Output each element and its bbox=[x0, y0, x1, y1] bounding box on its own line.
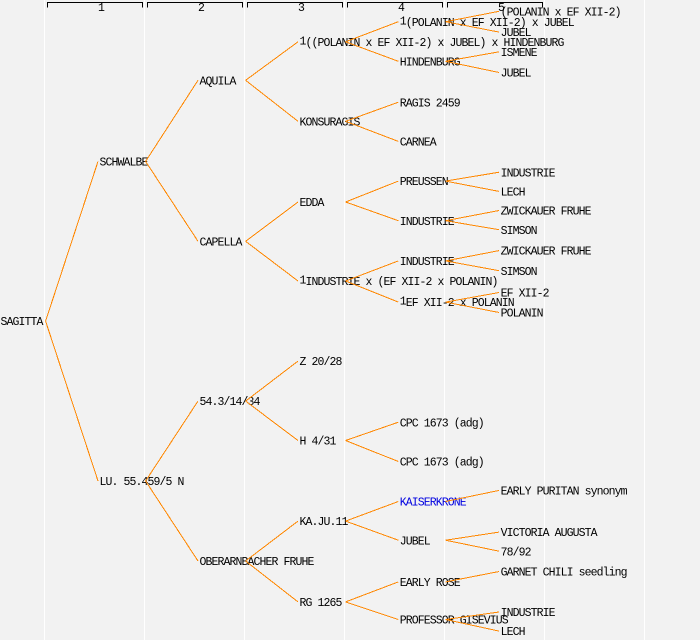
svg-text:2: 2 bbox=[198, 2, 205, 15]
svg-text:(POLANIN x EF XII-2): (POLANIN x EF XII-2) bbox=[501, 6, 622, 19]
svg-text:78/92: 78/92 bbox=[501, 546, 532, 559]
svg-text:JUBEL: JUBEL bbox=[501, 27, 532, 40]
svg-text:HINDENBURG: HINDENBURG bbox=[400, 56, 461, 69]
svg-text:1: 1 bbox=[300, 275, 307, 288]
svg-text:CAPELLA: CAPELLA bbox=[200, 236, 243, 249]
svg-text:VICTORIA AUGUSTA: VICTORIA AUGUSTA bbox=[501, 527, 598, 540]
svg-text:1: 1 bbox=[400, 296, 407, 309]
svg-text:POLANIN: POLANIN bbox=[501, 308, 544, 321]
svg-text:LU. 55.459/5 N: LU. 55.459/5 N bbox=[100, 476, 185, 489]
svg-text:AQUILA: AQUILA bbox=[200, 75, 237, 88]
svg-text:INDUSTRIE: INDUSTRIE bbox=[400, 216, 455, 229]
svg-text:5: 5 bbox=[498, 2, 505, 15]
svg-text:GARNET CHILI seedling: GARNET CHILI seedling bbox=[501, 567, 628, 580]
svg-text:PREUSSEN: PREUSSEN bbox=[400, 176, 449, 189]
svg-text:Z 20/28: Z 20/28 bbox=[300, 356, 343, 369]
svg-text:LECH: LECH bbox=[501, 187, 526, 200]
svg-text:CPC 1673 (adg): CPC 1673 (adg) bbox=[400, 457, 485, 470]
svg-text:H 4/31: H 4/31 bbox=[300, 436, 337, 449]
svg-text:INDUSTRIE: INDUSTRIE bbox=[501, 607, 556, 620]
svg-text:1: 1 bbox=[400, 15, 407, 28]
svg-text:SAGITTA: SAGITTA bbox=[1, 316, 44, 329]
svg-text:RAGIS 2459: RAGIS 2459 bbox=[400, 97, 461, 110]
svg-text:EF XII-2: EF XII-2 bbox=[501, 288, 550, 301]
svg-text:INDUSTRIE x (EF XII-2 x POLANI: INDUSTRIE x (EF XII-2 x POLANIN) bbox=[306, 276, 499, 289]
svg-text:OBERARNBACHER FRUHE: OBERARNBACHER FRUHE bbox=[200, 556, 315, 569]
svg-text:54.3/14/34: 54.3/14/34 bbox=[200, 396, 261, 409]
svg-text:3: 3 bbox=[298, 2, 305, 15]
svg-text:EF XII-2 x POLANIN: EF XII-2 x POLANIN bbox=[406, 297, 515, 310]
svg-text:CPC 1673 (adg): CPC 1673 (adg) bbox=[400, 417, 485, 430]
svg-text:4: 4 bbox=[398, 2, 405, 15]
svg-text:((POLANIN x EF XII-2) x JUBEL): ((POLANIN x EF XII-2) x JUBEL) x HINDENB… bbox=[306, 37, 565, 50]
svg-text:RG 1265: RG 1265 bbox=[300, 597, 343, 610]
svg-text:LECH: LECH bbox=[501, 626, 526, 639]
svg-text:EARLY PURITAN synonym: EARLY PURITAN synonym bbox=[501, 486, 628, 499]
svg-text:KONSURAGIS: KONSURAGIS bbox=[300, 116, 361, 129]
svg-text:INDUSTRIE: INDUSTRIE bbox=[501, 167, 556, 180]
svg-text:1: 1 bbox=[98, 2, 105, 15]
svg-text:INDUSTRIE: INDUSTRIE bbox=[400, 256, 455, 269]
svg-text:EARLY ROSE: EARLY ROSE bbox=[400, 577, 461, 590]
svg-text:JUBEL: JUBEL bbox=[400, 535, 431, 548]
svg-text:EDDA: EDDA bbox=[300, 197, 325, 210]
svg-text:SIMSON: SIMSON bbox=[501, 266, 538, 279]
svg-text:KA.JU.11: KA.JU.11 bbox=[300, 516, 349, 529]
svg-text:SIMSON: SIMSON bbox=[501, 225, 538, 238]
svg-text:(POLANIN x EF XII-2) x JUBEL: (POLANIN x EF XII-2) x JUBEL bbox=[406, 17, 575, 30]
svg-text:ZWICKAUER FRUHE: ZWICKAUER FRUHE bbox=[501, 206, 592, 219]
svg-text:JUBEL: JUBEL bbox=[501, 68, 532, 81]
svg-text:SCHWALBE: SCHWALBE bbox=[100, 157, 149, 170]
svg-text:CARNEA: CARNEA bbox=[400, 137, 437, 150]
svg-text:KAISERKRONE: KAISERKRONE bbox=[400, 497, 467, 510]
svg-text:1: 1 bbox=[300, 35, 307, 48]
svg-text:ZWICKAUER FRUHE: ZWICKAUER FRUHE bbox=[501, 246, 592, 259]
svg-text:ISMENE: ISMENE bbox=[501, 47, 538, 60]
